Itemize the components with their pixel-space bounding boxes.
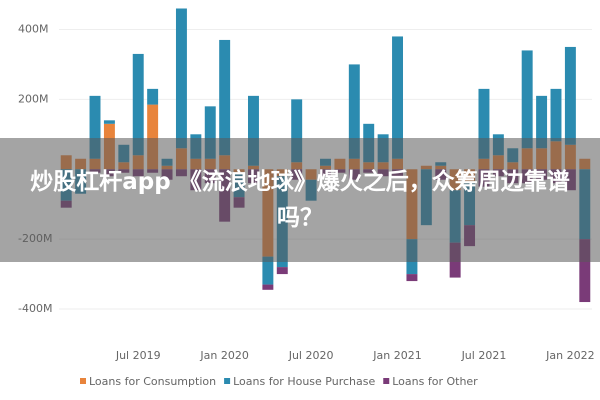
bar xyxy=(521,50,533,149)
bar xyxy=(276,267,288,275)
bar xyxy=(103,120,115,124)
x-tick-label: Jul 2020 xyxy=(288,349,334,362)
bar xyxy=(392,36,404,159)
legend-label: Loans for Consumption xyxy=(89,375,216,388)
bar xyxy=(348,64,360,159)
x-tick-label: Jul 2019 xyxy=(115,349,161,362)
bar xyxy=(579,239,591,303)
bar xyxy=(175,8,187,149)
legend-label: Loans for Other xyxy=(392,375,478,388)
banner-text: 炒股杠杆app 《流浪地球》爆火之后，众筹周边靠谱吗？ xyxy=(30,169,570,231)
y-tick-label: 400M xyxy=(18,22,49,35)
bar xyxy=(406,274,418,282)
bar xyxy=(204,106,216,159)
bar xyxy=(147,88,159,105)
bar xyxy=(147,104,159,170)
y-tick-label: -400M xyxy=(18,302,52,315)
bar xyxy=(536,95,548,149)
x-tick-label: Jan 2020 xyxy=(199,349,248,362)
bar xyxy=(247,95,259,166)
bar xyxy=(478,88,490,159)
bar xyxy=(219,39,231,156)
legend-swatch xyxy=(383,378,390,384)
y-tick-label: 200M xyxy=(18,92,49,105)
bar xyxy=(262,256,274,285)
bar xyxy=(291,99,303,163)
banner: 炒股杠杆app 《流浪地球》爆火之后，众筹周边靠谱吗？ xyxy=(0,138,600,262)
bar xyxy=(262,284,274,290)
x-tick-label: Jan 2021 xyxy=(372,349,421,362)
legend-label: Loans for House Purchase xyxy=(233,375,375,388)
legend-swatch xyxy=(224,378,231,384)
bar xyxy=(89,95,101,159)
bar xyxy=(132,53,144,156)
bar xyxy=(564,46,576,145)
legend-swatch xyxy=(80,378,86,384)
x-tick-label: Jan 2022 xyxy=(545,349,594,362)
bar xyxy=(550,88,562,142)
x-tick-label: Jul 2021 xyxy=(461,349,507,362)
